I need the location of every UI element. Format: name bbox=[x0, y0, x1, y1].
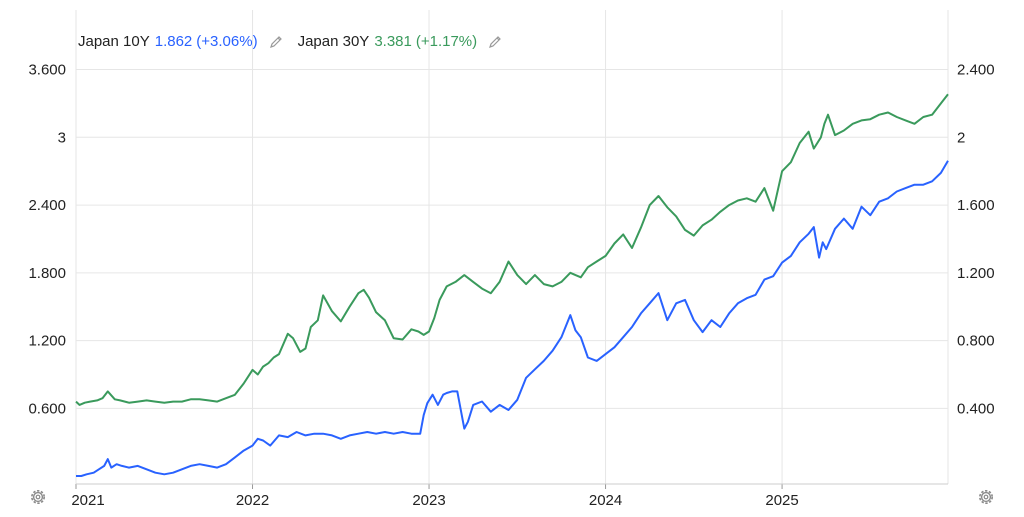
y-right-tick-label: 1.200 bbox=[957, 265, 995, 282]
y-left-tick-label: 0.600 bbox=[28, 400, 66, 417]
x-tick-label: 2023 bbox=[412, 492, 445, 509]
series-line-japan-30y bbox=[75, 93, 949, 406]
y-left-tick-label: 1.200 bbox=[28, 333, 66, 350]
legend-change: (+1.17%) bbox=[415, 33, 478, 50]
x-tick-label: 2022 bbox=[236, 492, 269, 509]
legend-item-japan-10y[interactable]: Japan 10Y 1.862 (+3.06%) bbox=[78, 33, 284, 50]
x-tick-label: 2024 bbox=[589, 492, 622, 509]
y-left-tick-label: 1.800 bbox=[28, 265, 66, 282]
y-left-tick-label: 3 bbox=[58, 129, 66, 146]
chart-legend: Japan 10Y 1.862 (+3.06%) Japan 30Y 3.381… bbox=[78, 33, 517, 50]
pencil-icon[interactable] bbox=[268, 34, 284, 50]
y-right-tick-label: 1.600 bbox=[957, 197, 995, 214]
gear-icon[interactable] bbox=[28, 487, 48, 507]
legend-item-japan-30y[interactable]: Japan 30Y 3.381 (+1.17%) bbox=[298, 33, 504, 50]
y-right-tick-label: 0.400 bbox=[957, 400, 995, 417]
pencil-icon[interactable] bbox=[487, 34, 503, 50]
x-tick-label: 2021 bbox=[71, 492, 104, 509]
legend-value: 3.381 bbox=[374, 33, 412, 50]
series-line-japan-10y bbox=[76, 160, 949, 477]
y-right-tick-label: 0.800 bbox=[957, 333, 995, 350]
y-right-tick-label: 2.400 bbox=[957, 62, 995, 79]
y-right-tick-label: 2 bbox=[957, 129, 965, 146]
y-left-tick-label: 2.400 bbox=[28, 197, 66, 214]
legend-name: Japan 30Y bbox=[297, 33, 370, 50]
gear-icon[interactable] bbox=[976, 487, 996, 507]
legend-name: Japan 10Y bbox=[78, 33, 150, 50]
y-left-tick-label: 3.600 bbox=[28, 62, 66, 79]
legend-value: 1.862 bbox=[154, 33, 193, 50]
x-tick-label: 2025 bbox=[765, 492, 798, 509]
legend-change: (+3.06%) bbox=[196, 33, 258, 50]
